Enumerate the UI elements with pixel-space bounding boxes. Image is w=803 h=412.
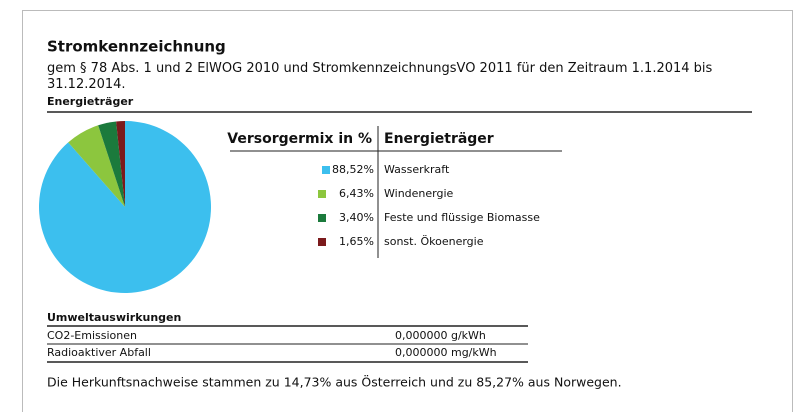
legend-label: Wasserkraft bbox=[384, 163, 450, 176]
column-header: Energieträger bbox=[384, 131, 494, 147]
value-label: 88,52% bbox=[332, 163, 374, 176]
table-title: Umweltauswirkungen bbox=[47, 311, 181, 324]
subtitle: gem § 78 Abs. 1 und 2 ElWOG 2010 und Str… bbox=[47, 61, 713, 92]
legend-swatch bbox=[318, 190, 326, 198]
legend-swatch bbox=[318, 214, 326, 222]
subtitle-line: gem § 78 Abs. 1 und 2 ElWOG 2010 und Str… bbox=[47, 61, 713, 76]
value-label: 1,65% bbox=[339, 235, 374, 248]
legend: 88,52% Wasserkraft 6,43% Windenergie 3,40% Fe… bbox=[318, 163, 540, 248]
title: Stromkennzeichnung bbox=[47, 38, 226, 56]
subtitle-line: 31.12.2014. bbox=[47, 77, 126, 92]
value-label: 6,43% bbox=[339, 187, 374, 200]
pie-slice bbox=[116, 121, 125, 207]
legend-swatch bbox=[318, 238, 326, 246]
legend-label: sonst. Ökoenergie bbox=[384, 235, 484, 248]
legend-label: Feste und flüssige Biomasse bbox=[384, 211, 540, 224]
section-label: Energieträger bbox=[47, 95, 134, 108]
legend-swatch bbox=[322, 166, 330, 174]
cell: Radioaktiver Abfall bbox=[47, 346, 151, 359]
footer: Die Herkunftsnachweise stammen zu 14,73%… bbox=[47, 374, 622, 390]
cell: 0,000000 mg/kWh bbox=[395, 346, 497, 359]
column-header: Versorgermix in % bbox=[227, 131, 372, 147]
value-label: 3,40% bbox=[339, 211, 374, 224]
pie bbox=[39, 121, 211, 293]
legend-label: Windenergie bbox=[384, 187, 454, 200]
pie-slice bbox=[98, 121, 125, 207]
cell: 0,000000 g/kWh bbox=[395, 329, 486, 342]
pie-slice bbox=[68, 125, 125, 207]
cell: CO2-Emissionen bbox=[47, 329, 137, 342]
